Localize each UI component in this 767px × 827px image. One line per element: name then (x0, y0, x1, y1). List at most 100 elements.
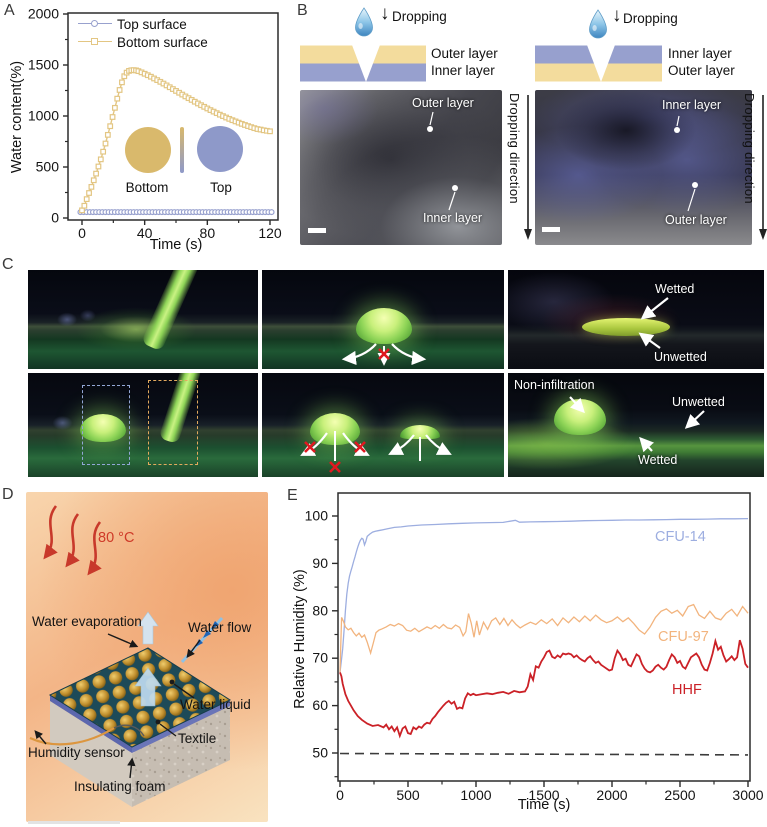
panel-a-ylabel: Water content(%) (9, 60, 25, 174)
panel-a-letter: A (4, 2, 15, 19)
svg-text:40: 40 (137, 225, 153, 241)
orange-dashed-box (148, 380, 198, 465)
bottom-sample-circle (125, 127, 171, 173)
inner-layer-label-right: Inner layer (668, 46, 732, 61)
svg-text:80: 80 (200, 225, 216, 241)
label-arrows (638, 297, 669, 349)
insulating-foam-label: Insulating foam (74, 779, 166, 794)
dropping-label-left: Dropping (392, 9, 447, 24)
caption-stub (28, 821, 120, 824)
down-arrow-icon: ↓ (612, 5, 622, 26)
dropping-label-right: Dropping (623, 11, 678, 26)
scale-bar (542, 227, 560, 232)
svg-text:1500: 1500 (28, 57, 59, 73)
top-sample-circle (197, 126, 243, 172)
micro-ct-photo-right: Inner layer Outer layer (535, 90, 752, 245)
blue-dashed-box (82, 385, 130, 465)
callout-lines (674, 115, 698, 212)
svg-text:120: 120 (258, 225, 282, 241)
cfu14-series-label: CFU-14 (655, 529, 706, 545)
svg-text:2000: 2000 (28, 6, 59, 22)
svg-text:0: 0 (336, 787, 344, 803)
callout-lines (427, 111, 458, 211)
micro-ct-photo-left: Outer layer Inner layer (300, 90, 502, 245)
hhf-series-label: HHF (672, 682, 702, 698)
panel-b-letter: B (297, 2, 308, 19)
cfu97-series-label: CFU-97 (658, 629, 709, 645)
svg-text:500: 500 (36, 159, 60, 175)
outer-layer-label-left: Outer layer (431, 46, 498, 61)
svg-text:3000: 3000 (732, 787, 763, 803)
inset-divider (180, 127, 184, 173)
bottom-surface-symbol-icon (78, 37, 112, 47)
down-direction-arrow-icon (759, 95, 767, 240)
water-droplet-icon (589, 9, 607, 39)
panel-d: 80 °C Water evaporation Water flow Water… (26, 492, 268, 822)
legend-item-bottom-surface: Bottom surface (78, 33, 208, 51)
photo-outer-layer-label: Outer layer (665, 213, 727, 227)
svg-text:1500: 1500 (528, 787, 559, 803)
wetted-film (582, 318, 670, 336)
svg-text:2500: 2500 (664, 787, 695, 803)
panel-a-legend: Top surface Bottom surface (78, 15, 208, 51)
photo-droplet-spreading (262, 270, 504, 369)
dropping-direction-right: Dropping direction (742, 93, 767, 241)
panel-e: 0 500 1000 1500 2000 2500 3000 50 60 70 80 90 100 Re… (280, 483, 767, 827)
water-liquid-label: Water liquid (180, 697, 251, 712)
textile-label: Textile (178, 731, 217, 746)
panel-d-graphics (29, 505, 232, 807)
water-flow-label: Water flow (188, 620, 252, 635)
svg-text:1000: 1000 (460, 787, 491, 803)
photo-outer-layer-label: Outer layer (412, 96, 474, 110)
dropping-direction-left: Dropping direction (507, 93, 534, 241)
panel-a: A 0 40 80 120 0 500 1000 1500 2000 Water content… (0, 0, 300, 255)
layer-diagram-left (300, 45, 426, 82)
svg-text:2000: 2000 (596, 787, 627, 803)
label-arrows (569, 396, 705, 453)
panel-e-letter: E (287, 487, 298, 504)
panel-a-plot: 0 40 80 120 0 500 1000 1500 2000 (28, 6, 282, 242)
svg-text:70: 70 (312, 650, 328, 666)
photo-droplet-impact (28, 270, 258, 369)
down-arrow-icon: ↓ (380, 3, 390, 24)
unwetted-label: Unwetted (654, 350, 707, 364)
water-evaporation-label: Water evaporation (32, 614, 142, 629)
unwetted-label: Unwetted (672, 395, 725, 409)
svg-text:80: 80 (312, 602, 328, 618)
panel-e-xlabel: Time (s) (517, 797, 571, 813)
svg-text:500: 500 (396, 787, 420, 803)
panel-c-letter: C (2, 256, 14, 273)
photo-non-infiltration: Non-infiltration Unwetted Wetted (508, 373, 764, 477)
inner-layer-label-left: Inner layer (431, 63, 495, 78)
outer-layer-label-right: Outer layer (668, 63, 735, 78)
svg-text:0: 0 (78, 225, 86, 241)
inset-top-label: Top (210, 180, 232, 195)
non-infiltration-label: Non-infiltration (514, 378, 595, 392)
temperature-label: 80 °C (98, 530, 135, 546)
panel-a-xlabel: Time (s) (149, 237, 203, 253)
photo-droplet-beading (28, 373, 258, 477)
panel-e-ylabel: Relative Humidity (%) (292, 569, 308, 709)
scale-bar (308, 228, 326, 233)
flow-arrows (300, 431, 452, 473)
wetted-label: Wetted (655, 282, 695, 296)
spread-arrows (341, 343, 427, 366)
layer-diagram-right (535, 45, 662, 82)
svg-text:1000: 1000 (28, 108, 59, 124)
legend-label: Bottom surface (117, 34, 208, 50)
svg-text:50: 50 (312, 745, 328, 761)
svg-text:100: 100 (305, 508, 329, 524)
panel-e-plot: 0 500 1000 1500 2000 2500 3000 50 60 70 80 90 100 (305, 492, 764, 803)
legend-label: Top surface (117, 16, 187, 32)
wetted-label: Wetted (638, 453, 678, 467)
small-droplet (400, 425, 440, 439)
humidity-sensor-label: Humidity sensor (28, 745, 125, 760)
photo-inner-layer-label: Inner layer (662, 98, 722, 112)
svg-text:0: 0 (51, 210, 59, 226)
svg-text:90: 90 (312, 555, 328, 571)
photo-inner-layer-label: Inner layer (423, 211, 483, 225)
photo-wetted-side-view: Wetted Unwetted (508, 270, 764, 369)
liquid-stream (140, 270, 200, 352)
water-droplet-icon (355, 7, 373, 37)
